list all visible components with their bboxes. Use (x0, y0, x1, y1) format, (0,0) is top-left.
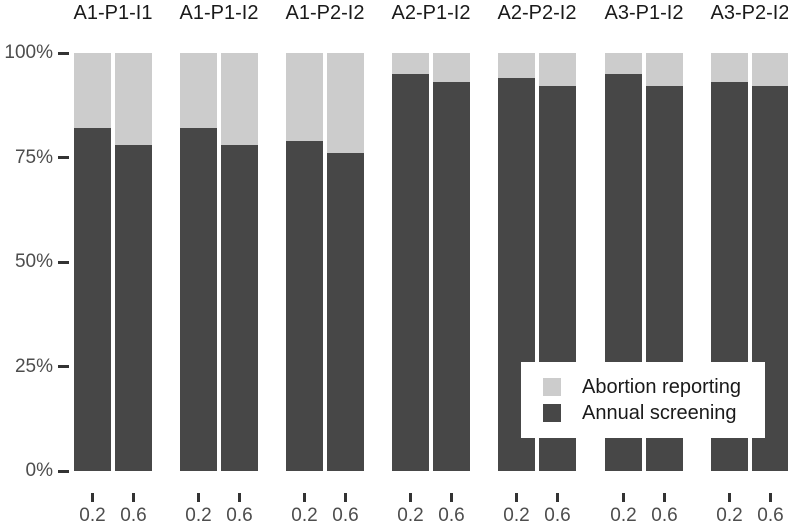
facet-label: A1-P2-I2 (285, 2, 365, 24)
legend: Abortion reporting Annual screening (521, 362, 765, 438)
y-axis-label: 0% (25, 460, 53, 481)
x-axis-tick (344, 493, 347, 502)
facet-label: A2-P2-I2 (497, 2, 577, 24)
x-axis-tick (450, 493, 453, 502)
x-tick-label: 0.2 (185, 505, 212, 526)
x-tick-label: 0.2 (610, 505, 637, 526)
x-tick-label: 0.2 (503, 505, 530, 526)
y-axis-tick (58, 51, 69, 55)
bar-segment-annual-screening (74, 128, 111, 471)
x-axis-tick (197, 493, 200, 502)
x-tick-label: 0.2 (291, 505, 318, 526)
stacked-bar (392, 53, 429, 471)
x-tick-label: 0.6 (544, 505, 571, 526)
legend-label: Annual screening (582, 401, 737, 424)
x-tick-label: 0.6 (651, 505, 678, 526)
stacked-bar (180, 53, 217, 471)
facet-label: A3-P2-I2 (710, 2, 788, 24)
y-axis-label: 75% (14, 146, 53, 168)
x-axis-tick (622, 493, 625, 502)
legend-swatch-abortion-reporting (543, 378, 561, 396)
x-axis-tick (409, 493, 412, 502)
y-axis-label: 25% (14, 355, 53, 377)
facet-label: A1-P1-I1 (73, 2, 153, 24)
bar-segment-annual-screening (115, 144, 152, 471)
x-tick-label: 0.2 (397, 505, 424, 526)
bar-segment-annual-screening (180, 128, 217, 471)
x-axis-tick (303, 493, 306, 502)
legend-swatch-annual-screening (543, 404, 561, 422)
y-axis-tick (58, 260, 69, 264)
bar-segment-annual-screening (221, 144, 258, 471)
x-axis-tick (556, 493, 559, 502)
facet-label: A3-P1-I2 (604, 2, 684, 24)
x-axis-tick (515, 493, 518, 502)
x-axis-tick (663, 493, 666, 502)
facet-label: A2-P1-I2 (391, 2, 471, 24)
x-tick-label: 0.6 (226, 505, 253, 526)
stacked-bar (327, 53, 364, 471)
x-axis-tick (91, 493, 94, 502)
y-axis-label: 100% (4, 42, 53, 63)
x-tick-label: 0.2 (79, 505, 106, 526)
stacked-bar (286, 53, 323, 471)
x-tick-label: 0.6 (120, 505, 147, 526)
legend-item-abortion-reporting: Abortion reporting (543, 376, 765, 399)
legend-label: Abortion reporting (582, 375, 741, 398)
y-axis-tick (58, 365, 69, 368)
y-axis-label: 50% (14, 251, 53, 272)
stacked-bar (221, 53, 258, 471)
stacked-bar (433, 53, 470, 471)
bar-segment-annual-screening (433, 82, 470, 471)
x-axis-tick (132, 493, 135, 502)
x-axis-tick (728, 493, 731, 502)
x-axis-tick (769, 493, 772, 502)
x-axis-tick (238, 493, 241, 502)
x-tick-label: 0.2 (716, 505, 743, 526)
y-axis-tick (58, 156, 69, 159)
x-tick-label: 0.6 (332, 505, 359, 526)
y-axis-tick (58, 469, 69, 473)
stacked-bar (115, 53, 152, 471)
stacked-bar (74, 53, 111, 471)
bar-segment-annual-screening (392, 73, 429, 471)
facet-label: A1-P1-I2 (179, 2, 259, 24)
x-tick-label: 0.6 (757, 505, 784, 526)
bar-segment-annual-screening (327, 153, 364, 471)
bar-segment-annual-screening (286, 140, 323, 471)
x-tick-label: 0.6 (438, 505, 465, 526)
legend-item-annual-screening: Annual screening (543, 402, 765, 425)
